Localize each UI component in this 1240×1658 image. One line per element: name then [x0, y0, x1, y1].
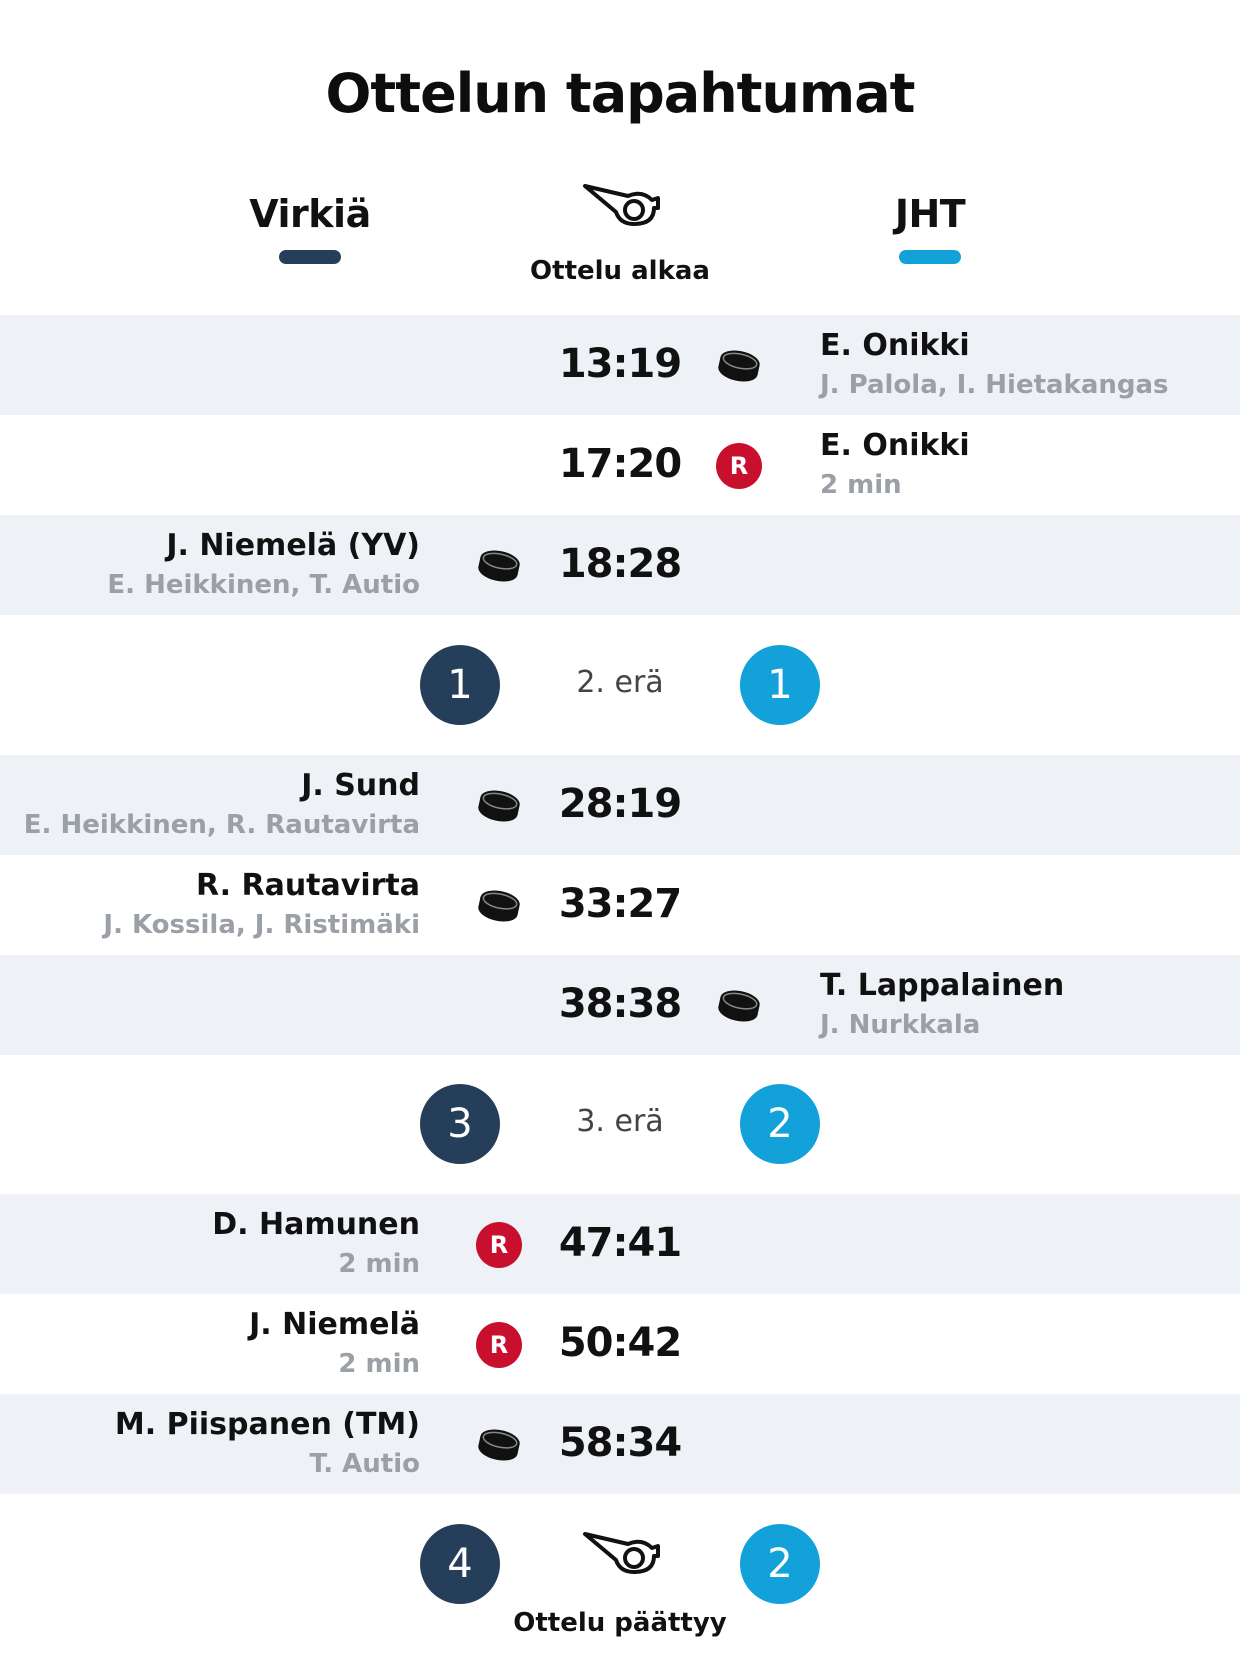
goal-event-row: 28:19 J. Sund E. Heikkinen, R. Rautavirta: [0, 755, 1240, 855]
event-time: 47:41: [558, 1220, 682, 1266]
penalty-event-row: 50:42 R J. Niemelä 2 min: [0, 1294, 1240, 1394]
event-time: 50:42: [558, 1320, 682, 1366]
away-score-badge: 2: [740, 1524, 820, 1604]
team-away-name: JHT: [894, 192, 966, 236]
puck-icon: [476, 543, 522, 589]
penalty-badge: R: [716, 443, 762, 489]
event-info: E. Onikki 2 min: [820, 427, 1240, 505]
period-label: 3. erä: [576, 1104, 664, 1139]
period-label: 2. erä: [576, 665, 664, 700]
event-time: 18:28: [558, 541, 682, 587]
player-name: J. Niemelä: [249, 1307, 420, 1342]
penalty-icon: R: [476, 1222, 522, 1268]
player-name: E. Onikki: [820, 328, 970, 363]
penalty-event-row: 17:20 R E. Onikki 2 min: [0, 415, 1240, 515]
whistle-icon: [583, 1532, 660, 1574]
goal-event-row: 33:27 R. Rautavirta J. Kossila, J. Ristimä…: [0, 855, 1240, 955]
team-away: JHT: [780, 192, 1080, 264]
event-info: J. Niemelä 2 min: [0, 1306, 420, 1384]
goal-event-row: 38:38 T. Lappalainen J. Nurkkala: [0, 955, 1240, 1055]
puck-icon: [716, 983, 762, 1029]
event-time: 13:19: [558, 341, 682, 387]
assist-names: J. Kossila, J. Ristimäki: [103, 910, 420, 940]
event-time: 38:38: [558, 981, 682, 1027]
player-name: J. Niemelä (YV): [166, 528, 420, 563]
team-away-color-bar: [899, 250, 961, 264]
puck-icon: [476, 783, 522, 829]
player-name: M. Piispanen (TM): [114, 1407, 420, 1442]
puck-icon: [476, 1422, 522, 1468]
team-home-color-bar: [279, 250, 341, 264]
assist-names: J. Nurkkala: [820, 1010, 981, 1040]
match-start-label: Ottelu alkaa: [530, 256, 710, 286]
away-score-badge: 2: [740, 1084, 820, 1164]
event-info: R. Rautavirta J. Kossila, J. Ristimäki: [0, 867, 420, 945]
event-time: 58:34: [558, 1420, 682, 1466]
home-score-badge: 4: [420, 1524, 500, 1604]
goal-event-row: 18:28 J. Niemelä (YV) E. Heikkinen, T. Aut…: [0, 515, 1240, 615]
player-name: J. Sund: [301, 768, 420, 803]
puck-icon: [716, 343, 762, 389]
player-name: E. Onikki: [820, 428, 970, 463]
penalty-icon: R: [716, 443, 762, 489]
event-info: J. Sund E. Heikkinen, R. Rautavirta: [0, 767, 420, 845]
whistle-icon: [583, 184, 660, 226]
penalty-duration: 2 min: [338, 1249, 420, 1279]
home-score-badge: 3: [420, 1084, 500, 1164]
goal-event-row: 13:19 E. Onikki J. Palola, I. Hietakangas: [0, 315, 1240, 415]
penalty-badge: R: [476, 1222, 522, 1268]
team-home: Virkiä: [160, 192, 460, 264]
event-info: M. Piispanen (TM) T. Autio: [0, 1406, 420, 1484]
event-info: E. Onikki J. Palola, I. Hietakangas: [820, 327, 1240, 405]
assist-names: T. Autio: [309, 1449, 420, 1479]
event-time: 33:27: [558, 881, 682, 927]
home-score-badge: 1: [420, 645, 500, 725]
period-divider: 1 2. erä 1: [0, 635, 1240, 735]
penalty-badge: R: [476, 1322, 522, 1368]
assist-names: E. Heikkinen, T. Autio: [107, 570, 420, 600]
event-time: 17:20: [558, 441, 682, 487]
puck-icon: [476, 883, 522, 929]
player-name: T. Lappalainen: [820, 968, 1065, 1003]
player-name: R. Rautavirta: [195, 868, 420, 903]
penalty-duration: 2 min: [338, 1349, 420, 1379]
player-name: D. Hamunen: [212, 1207, 420, 1242]
event-info: J. Niemelä (YV) E. Heikkinen, T. Autio: [0, 527, 420, 605]
assist-names: E. Heikkinen, R. Rautavirta: [23, 810, 420, 840]
goal-event-row: 58:34 M. Piispanen (TM) T. Autio: [0, 1394, 1240, 1494]
away-score-badge: 1: [740, 645, 820, 725]
penalty-icon: R: [476, 1322, 522, 1368]
event-info: T. Lappalainen J. Nurkkala: [820, 967, 1240, 1045]
penalty-event-row: 47:41 R D. Hamunen 2 min: [0, 1194, 1240, 1294]
team-home-name: Virkiä: [249, 192, 371, 236]
page-title: Ottelun tapahtumat: [325, 62, 916, 125]
event-info: D. Hamunen 2 min: [0, 1206, 420, 1284]
event-time: 28:19: [558, 781, 682, 827]
match-end-label: Ottelu päättyy: [513, 1608, 727, 1638]
assist-names: J. Palola, I. Hietakangas: [820, 370, 1169, 400]
period-divider: 3 3. erä 2: [0, 1074, 1240, 1174]
penalty-duration: 2 min: [820, 470, 902, 500]
